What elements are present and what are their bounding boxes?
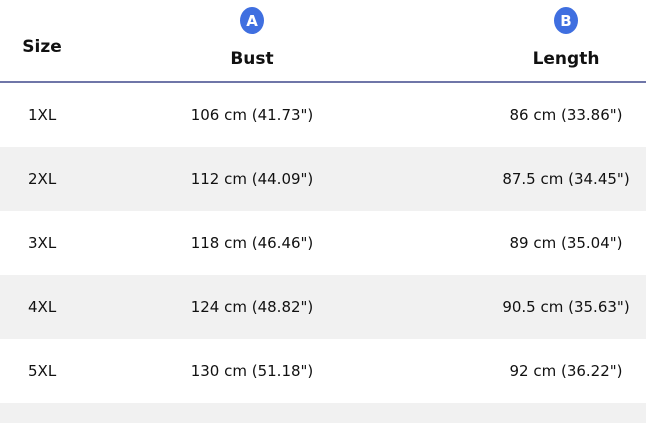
- cell-length: 90.5 cm (35.63"): [502, 298, 630, 316]
- cell-size: 4XL: [28, 298, 57, 316]
- cell-bust: 118 cm (46.46"): [190, 234, 314, 252]
- table-body: 1XL 106 cm (41.73") 86 cm (33.86") 2XL 112 c…: [0, 83, 646, 403]
- cell-size: 3XL: [28, 234, 57, 252]
- cell-bust: 112 cm (44.09"): [190, 170, 314, 188]
- cell-size: 5XL: [28, 362, 57, 380]
- header-size: Size: [22, 37, 62, 57]
- cell-bust: 106 cm (41.73"): [190, 106, 314, 124]
- header-length: Length: [532, 49, 600, 69]
- table-row: 3XL 118 cm (46.46") 89 cm (35.04"): [0, 211, 646, 275]
- table-row: 4XL 124 cm (48.82") 90.5 cm (35.63"): [0, 275, 646, 339]
- badge-a-icon: A: [240, 7, 264, 34]
- cell-length: 86 cm (33.86"): [509, 106, 623, 124]
- table-header: Size A Bust B Length: [0, 0, 646, 83]
- table-row: 1XL 106 cm (41.73") 86 cm (33.86"): [0, 83, 646, 147]
- table-footer-strip: [0, 403, 646, 423]
- cell-length: 92 cm (36.22"): [509, 362, 623, 380]
- cell-bust: 130 cm (51.18"): [190, 362, 314, 380]
- badge-b-icon: B: [554, 7, 578, 34]
- cell-size: 2XL: [28, 170, 57, 188]
- cell-bust: 124 cm (48.82"): [190, 298, 314, 316]
- cell-length: 87.5 cm (34.45"): [502, 170, 630, 188]
- header-bust: Bust: [230, 49, 274, 69]
- cell-size: 1XL: [28, 106, 57, 124]
- table-row: 5XL 130 cm (51.18") 92 cm (36.22"): [0, 339, 646, 403]
- table-row: 2XL 112 cm (44.09") 87.5 cm (34.45"): [0, 147, 646, 211]
- cell-length: 89 cm (35.04"): [509, 234, 623, 252]
